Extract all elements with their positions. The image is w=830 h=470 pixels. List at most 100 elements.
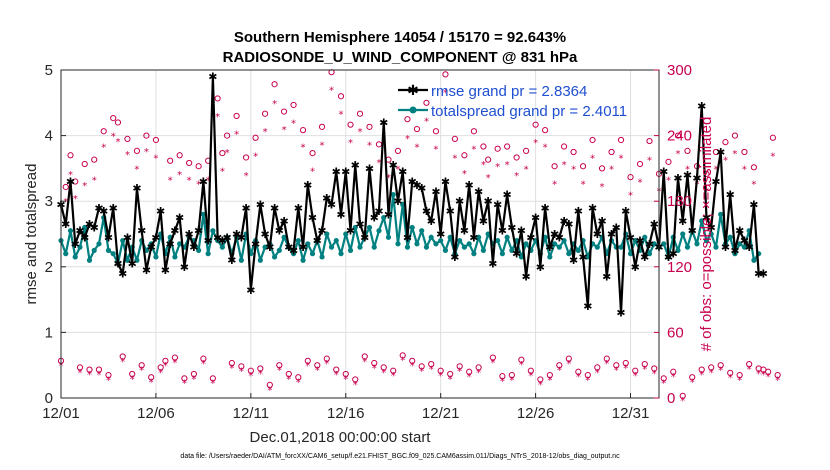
rmse-point: ✱ [232,228,241,241]
rmse-point: ✱ [194,225,203,238]
obs-assimilated-point: * [405,134,410,145]
rmse-point: ✱ [460,225,469,238]
spread-point [547,254,553,260]
obs-assimilated-point: * [486,173,491,184]
obs-assimilated-point: * [562,160,567,171]
obs-assimilated-point: * [253,151,258,162]
rmse-point: ✱ [251,238,260,251]
rmse-point: ✱ [142,264,151,277]
obs-assimilated-point: * [528,371,533,382]
rmse-point: ✱ [393,195,402,208]
obs-assimilated-point: * [87,370,92,381]
obs-assimilated-point: * [144,147,149,158]
spread-point [471,251,477,257]
legend-marker-rmse: ✱ [407,83,419,99]
obs-assimilated-point: * [282,125,287,136]
obs-possible-point [356,110,364,117]
spread-point [713,244,719,250]
obs-assimilated-point: * [500,377,505,388]
obs-possible-point [148,374,155,381]
obs-assimilated-point: * [234,129,239,140]
rmse-point: ✱ [484,195,493,208]
obs-possible-point [736,371,743,379]
obs-possible-point [352,376,359,383]
obs-assimilated-point: * [419,367,424,378]
rmse-point: ✱ [123,231,132,244]
obs-possible-point [579,163,587,170]
spread-point [120,237,126,244]
obs-possible-point [276,362,283,369]
y-axis-right-label: # of obs: o=possible; ×=assimilated [698,117,715,352]
obs-assimilated-point: * [609,164,614,175]
obs-possible-point [242,154,250,161]
obs-assimilated-point: * [756,369,761,380]
obs-possible-point [224,132,231,139]
obs-possible-point [380,364,387,371]
obs-possible-point [186,159,193,167]
spread-point [699,218,705,224]
spread-point [196,247,202,253]
rmse-point: ✱ [735,225,744,238]
spread-point [338,251,344,257]
obs-possible-point [91,156,98,163]
rmse-point: ✱ [322,192,331,205]
obs-assimilated-point: * [495,162,500,173]
obs-assimilated-point: * [581,180,586,191]
spread-point [205,251,211,257]
obs-assimilated-point: * [101,143,106,154]
obs-assimilated-point: * [315,366,320,377]
rmse-point: ✱ [275,225,284,238]
obs-possible-point [589,136,596,144]
obs-possible-point [765,368,772,375]
obs-possible-point [546,371,553,379]
obs-possible-point [157,364,164,371]
obs-assimilated-point: * [301,143,306,154]
obs-assimilated-point: * [514,171,519,182]
obs-possible-point [271,81,278,88]
rmse-point: ✱ [673,172,682,185]
obs-assimilated-point: * [600,182,605,193]
obs-possible-point [119,353,126,360]
rmse-point: ✱ [241,202,250,215]
rmse-point: ✱ [450,251,459,264]
rmse-point: ✱ [645,238,654,251]
obs-assimilated-point: * [92,175,97,186]
obs-assimilated-point: * [713,164,718,175]
obs-possible-point [494,145,501,152]
obs-assimilated-point: * [310,167,315,178]
obs-assimilated-point: * [82,181,87,192]
spread-point [300,257,306,263]
rmse-point: ✱ [227,254,236,267]
obs-possible-point [190,370,197,378]
spread-point [433,241,439,247]
obs-assimilated-point: * [96,370,101,381]
spread-point [210,228,216,234]
spread-point [741,244,748,250]
obs-assimilated-point: * [125,150,130,161]
obs-possible-point [447,370,454,378]
rmse-point: ✱ [137,225,146,238]
obs-possible-point [114,119,122,126]
obs-possible-point [518,356,525,363]
obs-possible-point [105,371,112,379]
obs-assimilated-point: * [210,379,215,390]
obs-assimilated-point: * [68,170,73,181]
obs-assimilated-point: * [305,361,310,372]
obs-assimilated-point: * [590,153,595,164]
rmse-point: ✱ [574,205,583,218]
obs-possible-point [674,132,682,139]
rmse-point: ✱ [294,202,303,215]
x-tick-label: 12/01 [42,405,80,422]
y-tick-label: 4 [45,128,53,145]
obs-assimilated-point: * [557,366,562,377]
obs-assimilated-point: * [571,164,576,175]
obs-possible-point [304,357,311,364]
spread-point [63,251,69,257]
spread-point [290,251,297,257]
rmse-point: ✱ [223,231,232,244]
rmse-point: ✱ [749,198,758,211]
obs-possible-point [537,376,544,383]
rmse-point: ✱ [346,225,355,238]
obs-possible-point [731,132,739,139]
rmse-point: ✱ [175,212,184,225]
